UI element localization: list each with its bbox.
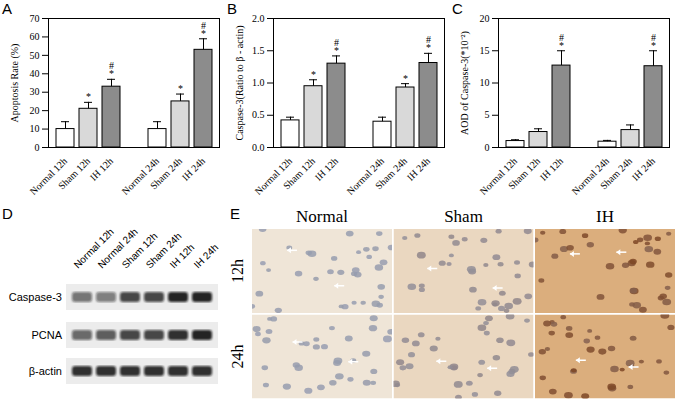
svg-text:IH 24h: IH 24h	[630, 155, 658, 183]
svg-text:Caspase-3(Ratio to β - actin): Caspase-3(Ratio to β - actin)	[234, 25, 246, 140]
svg-text:60: 60	[30, 31, 40, 42]
svg-text:IH 24h: IH 24h	[192, 242, 221, 271]
svg-text:5: 5	[485, 109, 490, 120]
html-text:B: B	[227, 0, 237, 17]
svg-text:#: #	[559, 32, 564, 43]
svg-text:20: 20	[30, 105, 40, 116]
html-text:D: D	[2, 205, 13, 222]
svg-text:AOD of Caspase-3(*10⁻²): AOD of Caspase-3(*10⁻²)	[459, 31, 471, 135]
svg-text:Normal: Normal	[296, 207, 348, 226]
svg-text:Sham 12h: Sham 12h	[281, 155, 317, 191]
svg-text:Sham 24h: Sham 24h	[143, 230, 184, 271]
svg-text:10: 10	[480, 77, 490, 88]
svg-text:2.0: 2.0	[252, 13, 265, 24]
svg-text:IH 12h: IH 12h	[88, 155, 116, 183]
svg-text:#: #	[109, 60, 114, 71]
svg-text:*: *	[178, 83, 183, 94]
svg-text:Sham 12h: Sham 12h	[119, 230, 160, 271]
svg-text:Apoptosis Rate (%): Apoptosis Rate (%)	[9, 44, 21, 123]
svg-text:IH 12h: IH 12h	[313, 155, 341, 183]
svg-text:IH 12h: IH 12h	[538, 155, 566, 183]
svg-text:0: 0	[35, 142, 40, 153]
svg-text:30: 30	[30, 86, 40, 97]
svg-text:Normal 12h: Normal 12h	[477, 155, 520, 197]
html-text:A: A	[2, 0, 12, 17]
svg-text:Normal 12h: Normal 12h	[27, 155, 70, 197]
svg-text:Normal 24h: Normal 24h	[95, 226, 140, 271]
svg-text:0: 0	[485, 142, 490, 153]
svg-text:Sham 12h: Sham 12h	[506, 155, 542, 191]
svg-text:Normal 24h: Normal 24h	[119, 155, 162, 197]
svg-text:Caspase-3: Caspase-3	[9, 291, 62, 303]
svg-text:Normal 12h: Normal 12h	[71, 226, 116, 271]
svg-text:15: 15	[480, 45, 490, 56]
svg-text:β-actin: β-actin	[29, 365, 62, 377]
svg-text:#: #	[426, 34, 431, 45]
svg-text:Sham 24h: Sham 24h	[148, 155, 184, 191]
svg-text:IH 12h: IH 12h	[168, 242, 197, 271]
svg-text:10: 10	[30, 123, 40, 134]
svg-text:12h: 12h	[229, 259, 246, 283]
svg-text:#: #	[334, 37, 339, 48]
html-text:E: E	[230, 205, 240, 222]
svg-text:1.5: 1.5	[252, 45, 265, 56]
svg-text:Sham 12h: Sham 12h	[56, 155, 92, 191]
svg-text:PCNA: PCNA	[31, 329, 62, 341]
svg-text:Normal 12h: Normal 12h	[252, 155, 295, 197]
svg-text:Sham 24h: Sham 24h	[373, 155, 409, 191]
svg-text:20: 20	[480, 13, 490, 24]
svg-text:0.5: 0.5	[252, 109, 265, 120]
svg-text:0.0: 0.0	[252, 142, 265, 153]
svg-text:Normal 24h: Normal 24h	[344, 155, 387, 197]
svg-text:70: 70	[30, 13, 40, 24]
svg-text:IH 24h: IH 24h	[180, 155, 208, 183]
svg-text:Normal 24h: Normal 24h	[569, 155, 612, 197]
html-text:C: C	[452, 0, 463, 17]
svg-text:IH 24h: IH 24h	[405, 155, 433, 183]
svg-text:IH: IH	[596, 207, 614, 226]
svg-text:*: *	[311, 69, 316, 80]
svg-text:24h: 24h	[229, 345, 246, 369]
svg-text:50: 50	[30, 50, 40, 61]
svg-text:40: 40	[30, 68, 40, 79]
svg-text:1.0: 1.0	[252, 77, 265, 88]
svg-text:#: #	[651, 32, 656, 43]
svg-text:Sham 24h: Sham 24h	[598, 155, 634, 191]
svg-text:Sham: Sham	[444, 207, 483, 226]
svg-text:*: *	[86, 91, 91, 102]
svg-text:#: #	[201, 20, 206, 31]
svg-text:*: *	[403, 73, 408, 84]
